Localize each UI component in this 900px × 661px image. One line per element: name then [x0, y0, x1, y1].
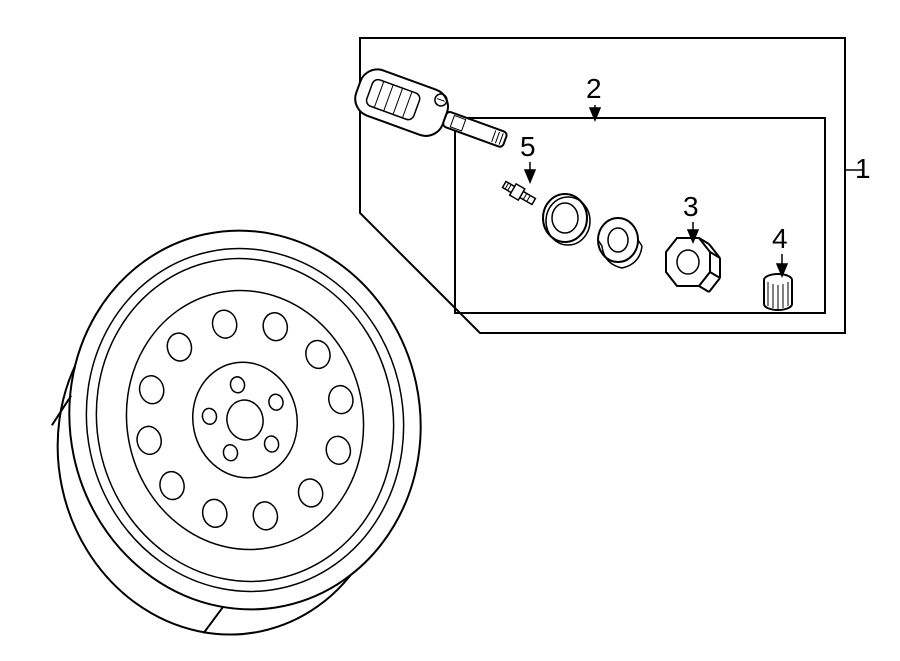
part-washer — [543, 194, 590, 245]
callout-label-2: 2 — [586, 73, 602, 105]
part-hex-nut — [666, 238, 720, 292]
callout-label-3: 3 — [683, 191, 699, 223]
part-valve-cap — [764, 274, 792, 310]
part-valve-core — [501, 179, 537, 207]
tpms-sensor — [350, 64, 513, 162]
callout-label-1: 1 — [855, 153, 871, 185]
part-grommet — [598, 218, 642, 268]
callout-label-4: 4 — [772, 223, 788, 255]
diagram-canvas: 1 2 3 4 5 — [0, 0, 900, 661]
wheel-assembly — [17, 198, 460, 661]
callout-label-5: 5 — [520, 131, 536, 163]
technical-drawing — [0, 0, 900, 661]
